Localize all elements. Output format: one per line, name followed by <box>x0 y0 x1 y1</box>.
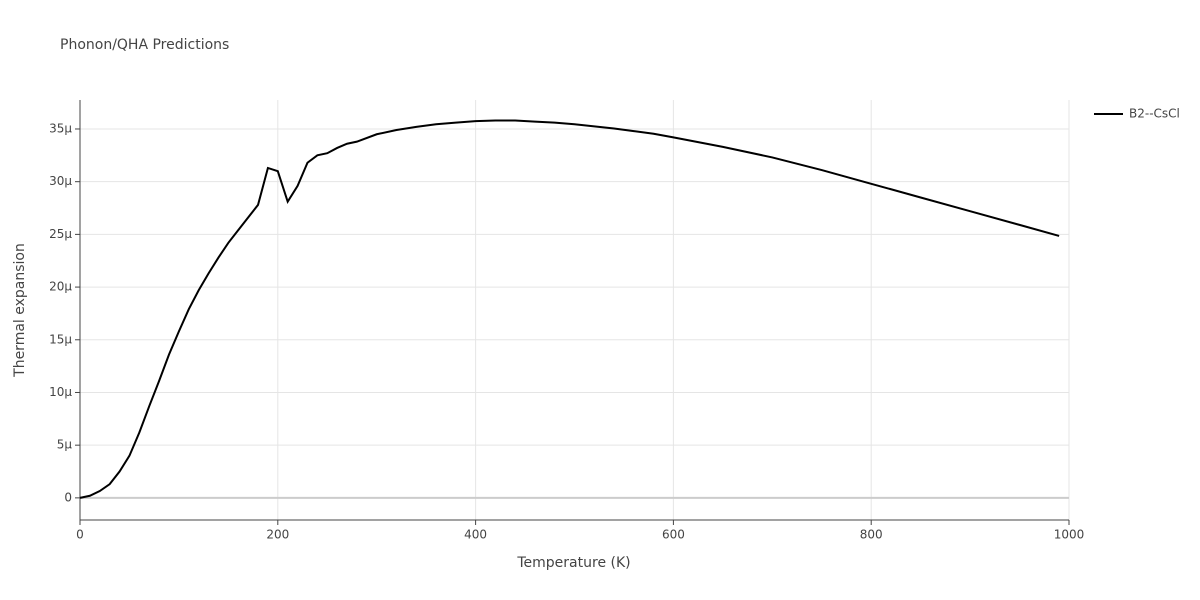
y-tick-label: 30μ <box>49 174 72 188</box>
line-series <box>79 119 1060 499</box>
y-tick-label: 10μ <box>49 385 72 399</box>
x-axis-title: Temperature (K) <box>516 555 630 571</box>
x-tick-label: 600 <box>662 528 685 542</box>
y-tick-label: 5μ <box>57 438 73 452</box>
y-axis-title: Thermal expansion <box>12 243 28 378</box>
x-tick-label: 0 <box>76 528 84 542</box>
y-tick-label: 0 <box>64 490 72 504</box>
x-tick-label: 1000 <box>1054 528 1085 542</box>
x-tick-label: 800 <box>860 528 883 542</box>
legend-label: B2--CsCl <box>1129 107 1180 121</box>
y-tick-label: 35μ <box>49 121 72 135</box>
y-tick-label: 15μ <box>49 332 72 346</box>
y-tick-label: 20μ <box>49 280 72 294</box>
x-tick-label: 200 <box>266 528 289 542</box>
x-tick-label: 400 <box>464 528 487 542</box>
chart-title: Phonon/QHA Predictions <box>60 37 229 53</box>
y-tick-label: 25μ <box>49 227 72 241</box>
